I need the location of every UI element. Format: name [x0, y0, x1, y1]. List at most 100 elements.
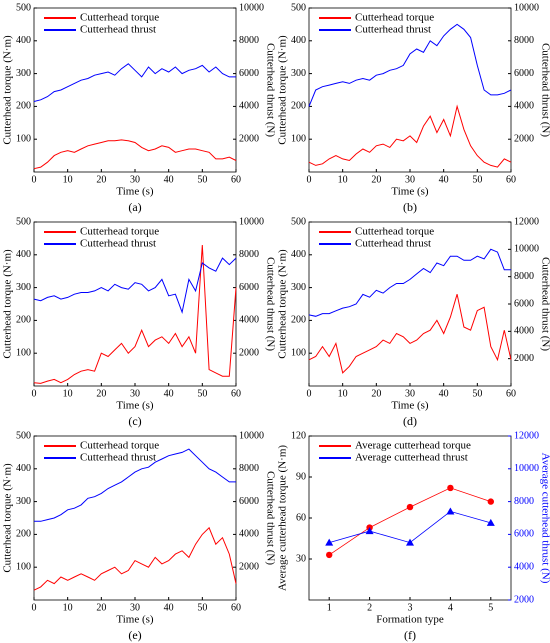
x-tick-label: 10	[63, 602, 73, 613]
y2-tick-label: 4000	[239, 315, 259, 326]
y-tick-label: 100	[16, 347, 31, 358]
y-tick-label: 400	[16, 249, 31, 260]
y-tick-label: 60	[296, 512, 306, 523]
y2-tick-label: 12000	[514, 430, 539, 441]
y-tick-label: 100	[291, 347, 306, 358]
y-tick-label: 100	[16, 561, 31, 572]
y2-tick-label: 10000	[239, 216, 264, 227]
y-tick-label: 500	[291, 2, 306, 13]
x-tick-label: 60	[231, 602, 241, 613]
y2-axis-title: Cutterhead thrust (N)	[539, 257, 550, 351]
y2-tick-label: 6000	[514, 298, 534, 309]
legend-label: Average cutterhead thrust	[355, 452, 468, 464]
y2-tick-label: 8000	[514, 271, 534, 282]
point	[325, 538, 334, 546]
x-tick-label: 40	[164, 174, 174, 185]
y2-tick-label: 8000	[239, 249, 259, 260]
series-line	[33, 526, 237, 591]
x-axis-title: Time (s)	[116, 186, 154, 198]
legend-label: Cutterhead thrust	[80, 452, 156, 464]
x-tick-label: 10	[338, 174, 348, 185]
x-tick-label: 60	[231, 174, 241, 185]
x-tick-label: 20	[371, 388, 381, 399]
legend-label: Cutterhead thrust	[80, 24, 156, 36]
x-tick-label: 10	[338, 388, 348, 399]
x-tick-label: 1	[327, 602, 332, 613]
x-tick-label: 50	[472, 174, 482, 185]
y-axis-title: Average cutterhead torque (N·m)	[277, 445, 289, 591]
x-tick-label: 40	[439, 388, 449, 399]
y-tick-label: 400	[16, 463, 31, 474]
y2-tick-label: 8000	[239, 35, 259, 46]
x-tick-label: 50	[197, 388, 207, 399]
x-tick-label: 30	[405, 174, 415, 185]
x-tick-label: 20	[371, 174, 381, 185]
x-tick-label: 30	[130, 602, 140, 613]
x-tick-label: 40	[164, 602, 174, 613]
y-tick-label: 200	[16, 315, 31, 326]
x-tick-label: 20	[96, 174, 106, 185]
x-tick-label: 0	[307, 174, 312, 185]
legend-label: Cutterhead torque	[355, 12, 434, 24]
y2-tick-label: 10000	[514, 463, 539, 474]
y-tick-label: 300	[16, 496, 31, 507]
panel-label: (f)	[404, 628, 416, 642]
y2-axis-title: Cutterhead thrust (N)	[539, 43, 550, 137]
y-tick-label: 300	[16, 282, 31, 293]
y-axis-title: Cutterhead torque (N·m)	[2, 463, 14, 573]
x-tick-label: 0	[32, 174, 37, 185]
x-tick-label: 50	[197, 174, 207, 185]
y2-tick-label: 4000	[239, 101, 259, 112]
y-tick-label: 500	[16, 430, 31, 441]
legend-label: Cutterhead thrust	[80, 238, 156, 250]
legend-label: Cutterhead thrust	[355, 238, 431, 250]
x-tick-label: 40	[439, 174, 449, 185]
y2-axis-title: Cutterhead thrust (N)	[264, 257, 276, 351]
y-axis-title: Cutterhead torque (N·m)	[277, 249, 289, 359]
legend-label: Cutterhead torque	[80, 226, 159, 238]
y-axis-title: Cutterhead torque (N·m)	[2, 249, 14, 359]
x-tick-label: 0	[307, 388, 312, 399]
x-tick-label: 60	[506, 388, 516, 399]
legend-label: Cutterhead thrust	[355, 24, 431, 36]
y-tick-label: 120	[291, 430, 306, 441]
series-line	[308, 248, 511, 317]
y-tick-label: 200	[291, 315, 306, 326]
y2-tick-label: 4000	[239, 529, 259, 540]
legend-label: Average cutterhead torque	[355, 440, 471, 452]
point	[446, 507, 455, 515]
x-tick-label: 60	[231, 388, 241, 399]
legend-label: Cutterhead torque	[80, 12, 159, 24]
series-line	[329, 510, 491, 544]
y-tick-label: 300	[16, 68, 31, 79]
y2-tick-label: 2000	[239, 561, 259, 572]
y2-tick-label: 10000	[514, 244, 539, 255]
y2-tick-label: 6000	[514, 529, 534, 540]
point	[365, 527, 374, 535]
panel-label: (b)	[403, 200, 417, 214]
x-tick-label: 2	[367, 602, 372, 613]
y-tick-label: 300	[291, 282, 306, 293]
y2-axis-title: Cutterhead thrust (N)	[264, 471, 276, 565]
series-line	[34, 448, 236, 522]
y-tick-label: 500	[16, 216, 31, 227]
panel-label: (d)	[403, 414, 417, 428]
y2-tick-label: 2000	[514, 594, 534, 605]
y2-tick-label: 4000	[514, 326, 534, 337]
y2-tick-label: 6000	[239, 68, 259, 79]
point	[487, 498, 494, 505]
y-tick-label: 200	[16, 101, 31, 112]
point	[406, 538, 414, 546]
y2-tick-label: 10000	[239, 430, 264, 441]
series-line	[308, 104, 512, 168]
y2-axis-title: Average cutterhead thrust (N)	[539, 453, 550, 584]
legend-label: Cutterhead torque	[80, 440, 159, 452]
y2-tick-label: 2000	[514, 353, 534, 364]
x-axis-title: Time (s)	[116, 614, 154, 626]
series-line	[308, 294, 512, 374]
y-axis-title: Cutterhead torque (N·m)	[2, 35, 14, 145]
x-axis-title: Time (s)	[391, 400, 429, 412]
series-line	[308, 23, 512, 107]
x-axis-title: Time (s)	[391, 186, 429, 198]
x-axis-title: Formation type	[376, 614, 444, 626]
